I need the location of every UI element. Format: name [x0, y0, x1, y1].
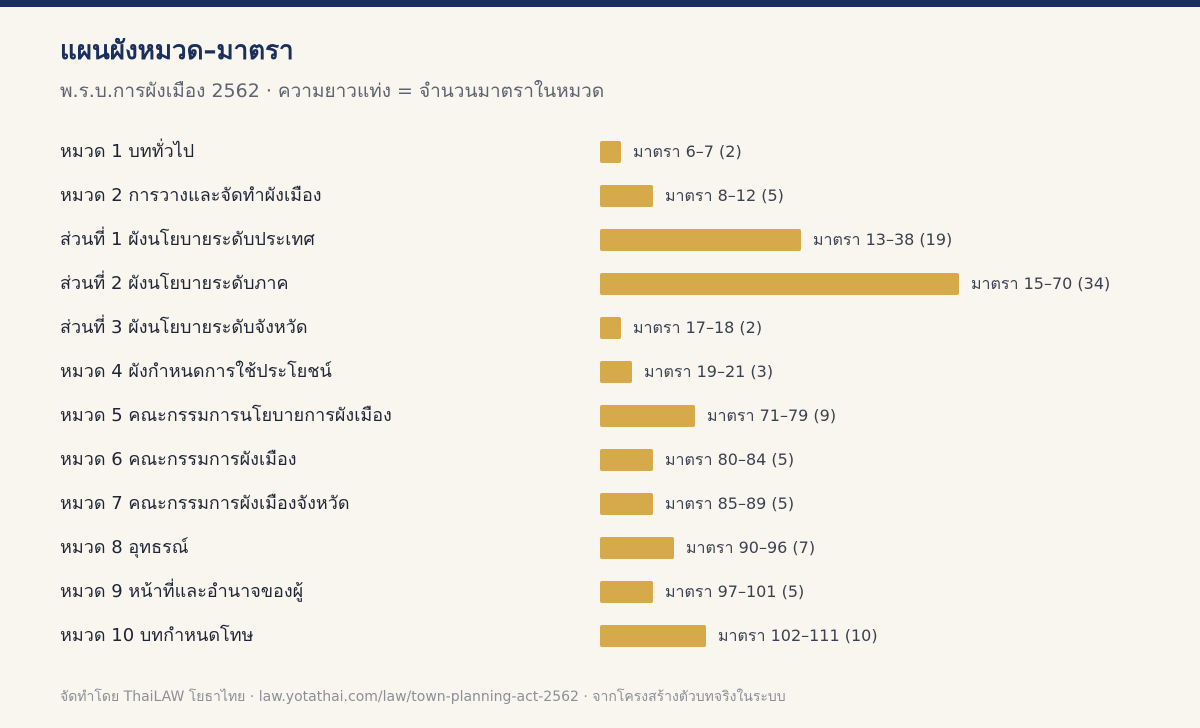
data-label: มาตรา 8–12 (5) — [665, 186, 784, 205]
bar — [600, 537, 674, 559]
data-label: มาตรา 85–89 (5) — [665, 494, 795, 513]
bar — [600, 449, 653, 471]
chart-row: หมวด 4 ผังกำหนดการใช้ประโยชน์ มาตรา 19–21… — [0, 350, 1200, 394]
category-label: หมวด 8 อุทธรณ์ — [60, 537, 189, 558]
category-label: ส่วนที่ 3 ผังนโยบายระดับจังหวัด — [60, 317, 308, 338]
category-label: ส่วนที่ 2 ผังนโยบายระดับภาค — [60, 273, 289, 294]
bar-chart: หมวด 1 บททั่วไป มาตรา 6–7 (2) หมวด 2 การวา… — [0, 130, 1200, 660]
chart-row: หมวด 2 การวางและจัดทำผังเมือง มาตรา 8–12 … — [0, 174, 1200, 218]
bar — [600, 141, 621, 163]
category-label: ส่วนที่ 1 ผังนโยบายระดับประเทศ — [60, 229, 315, 250]
data-label: มาตรา 15–70 (34) — [971, 274, 1111, 293]
chart-row: หมวด 9 หน้าที่และอำนาจของผู้ มาตรา 97–101… — [0, 570, 1200, 614]
bar — [600, 361, 632, 383]
category-label: หมวด 1 บททั่วไป — [60, 141, 195, 162]
top-accent-bar — [0, 0, 1200, 7]
data-label: มาตรา 13–38 (19) — [813, 230, 953, 249]
bar — [600, 493, 653, 515]
data-label: มาตรา 19–21 (3) — [644, 362, 774, 381]
category-label: หมวด 7 คณะกรรมการผังเมืองจังหวัด — [60, 493, 350, 514]
category-label: หมวด 5 คณะกรรมการนโยบายการผังเมือง — [60, 405, 392, 426]
chart-row: ส่วนที่ 2 ผังนโยบายระดับภาค มาตรา 15–70 (… — [0, 262, 1200, 306]
page-subtitle: พ.ร.บ.การผังเมือง 2562 · ความยาวแท่ง = จ… — [60, 80, 605, 102]
data-label: มาตรา 6–7 (2) — [633, 142, 742, 161]
data-label: มาตรา 17–18 (2) — [633, 318, 763, 337]
bar — [600, 625, 706, 647]
chart-row: ส่วนที่ 3 ผังนโยบายระดับจังหวัด มาตรา 17–… — [0, 306, 1200, 350]
data-label: มาตรา 97–101 (5) — [665, 582, 805, 601]
bar — [600, 405, 695, 427]
chart-row: หมวด 7 คณะกรรมการผังเมืองจังหวัด มาตรา 85… — [0, 482, 1200, 526]
category-label: หมวด 9 หน้าที่และอำนาจของผู้ — [60, 581, 304, 602]
bar — [600, 581, 653, 603]
chart-row: หมวด 10 บทกำหนดโทษ มาตรา 102–111 (10) — [0, 614, 1200, 658]
bar — [600, 273, 959, 295]
data-label: มาตรา 90–96 (7) — [686, 538, 816, 557]
chart-row: หมวด 8 อุทธรณ์ มาตรา 90–96 (7) — [0, 526, 1200, 570]
data-label: มาตรา 80–84 (5) — [665, 450, 795, 469]
chart-row: หมวด 6 คณะกรรมการผังเมือง มาตรา 80–84 (5) — [0, 438, 1200, 482]
category-label: หมวด 6 คณะกรรมการผังเมือง — [60, 449, 297, 470]
chart-row: หมวด 1 บททั่วไป มาตรา 6–7 (2) — [0, 130, 1200, 174]
category-label: หมวด 2 การวางและจัดทำผังเมือง — [60, 185, 322, 206]
chart-row: หมวด 5 คณะกรรมการนโยบายการผังเมือง มาตรา … — [0, 394, 1200, 438]
bar — [600, 229, 801, 251]
category-label: หมวด 4 ผังกำหนดการใช้ประโยชน์ — [60, 361, 332, 382]
data-label: มาตรา 71–79 (9) — [707, 406, 837, 425]
page-title: แผนผังหมวด–มาตรา — [60, 36, 294, 66]
chart-row: ส่วนที่ 1 ผังนโยบายระดับประเทศ มาตรา 13–3… — [0, 218, 1200, 262]
category-label: หมวด 10 บทกำหนดโทษ — [60, 625, 254, 646]
bar — [600, 317, 621, 339]
bar — [600, 185, 653, 207]
footer-credit: จัดทำโดย ThaiLAW โยธาไทย · law.yotathai.… — [60, 689, 786, 705]
data-label: มาตรา 102–111 (10) — [718, 626, 878, 645]
